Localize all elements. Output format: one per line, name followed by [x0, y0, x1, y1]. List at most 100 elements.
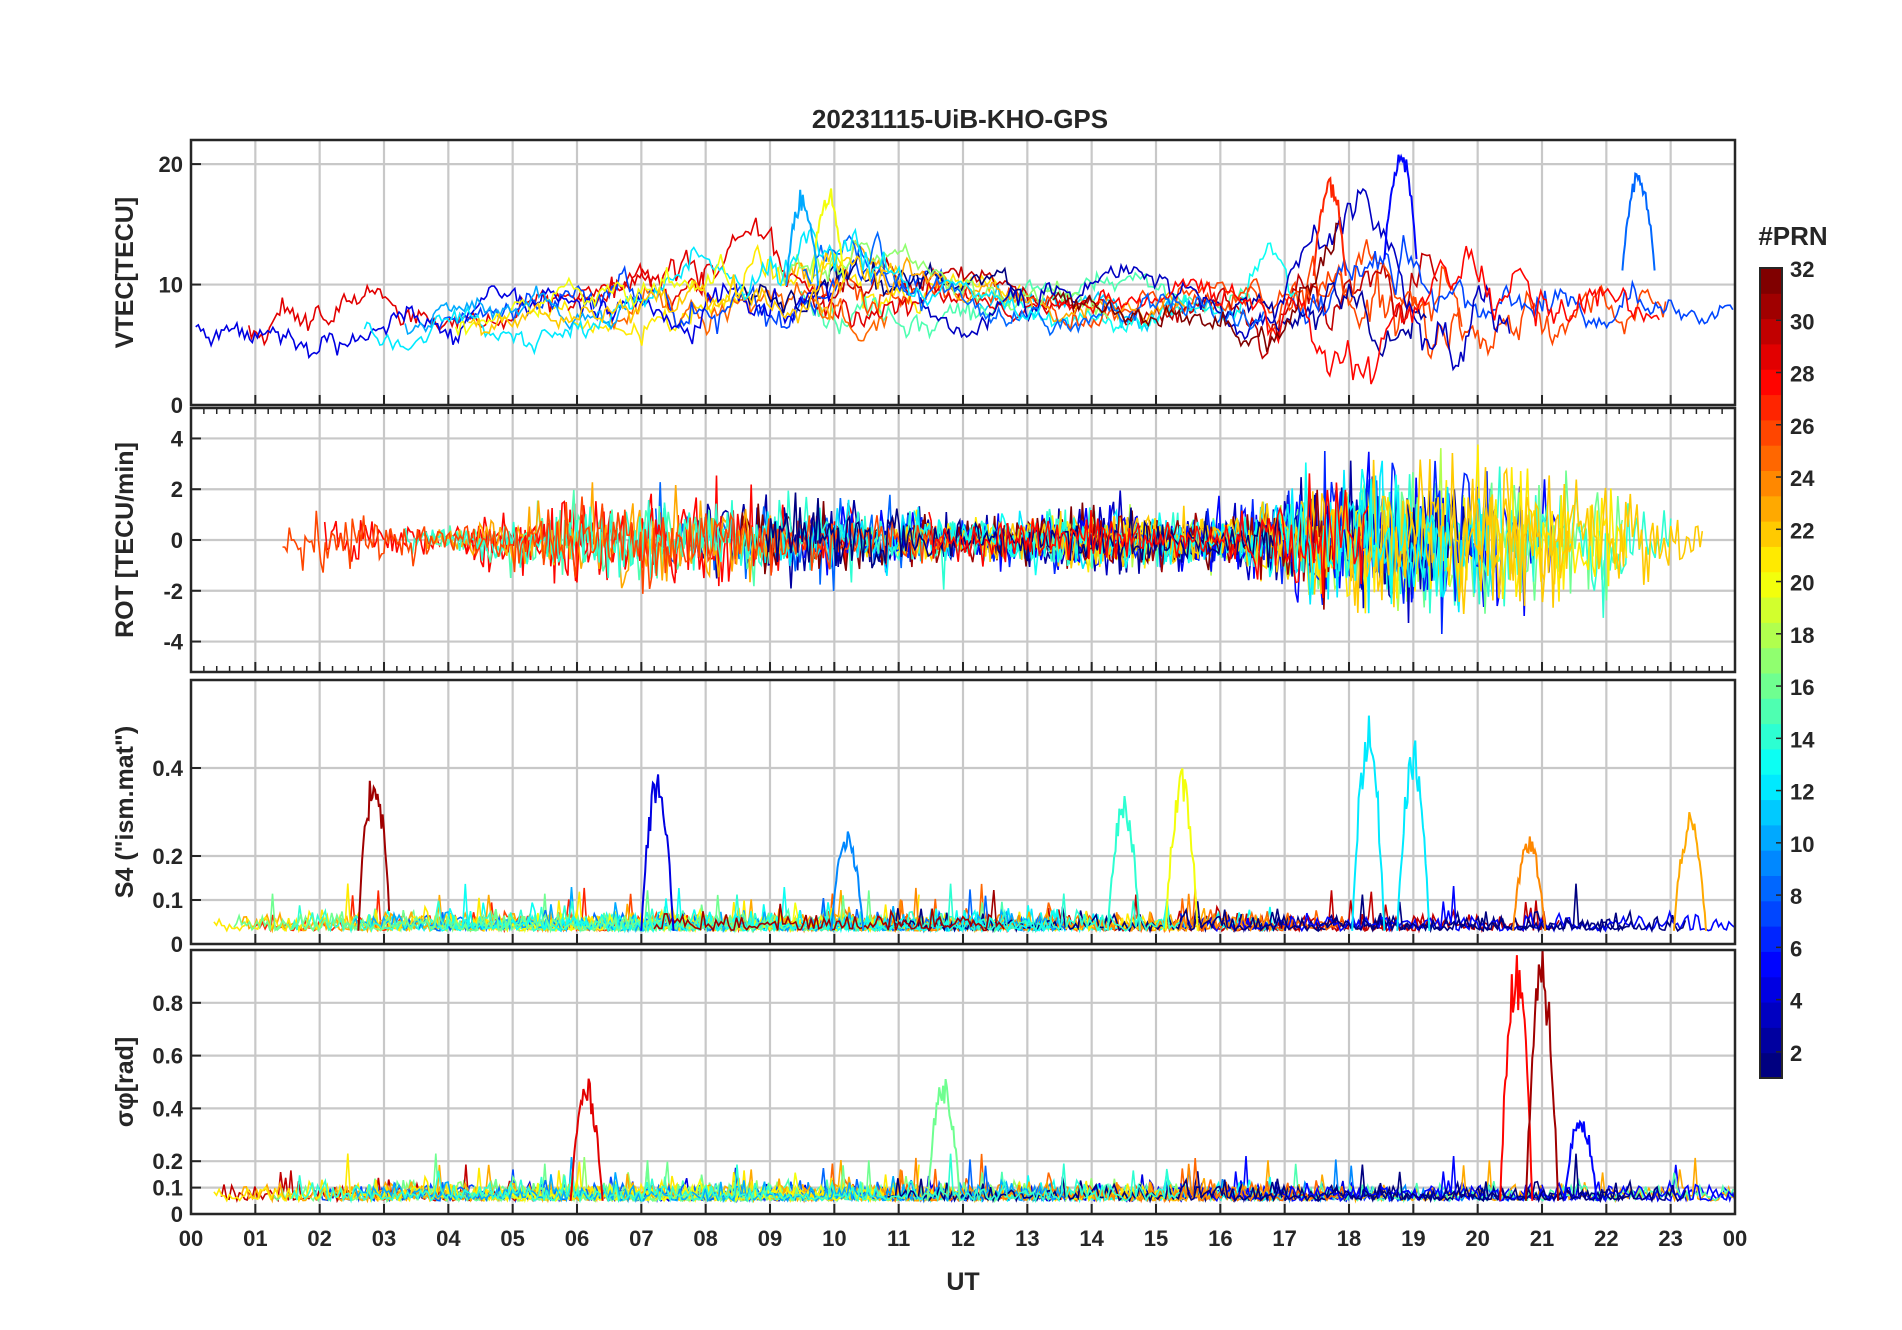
series-line-prn-31 [653, 890, 1005, 933]
peak-prn-20 [1164, 768, 1199, 931]
peak-prn-12 [1351, 715, 1386, 931]
colorbar-frame [1759, 267, 1783, 1079]
colorbar-swatch [1760, 470, 1782, 497]
peak-prn-5 [1563, 1119, 1598, 1201]
sigma_phi-y-tick-label: 0.1 [152, 1176, 183, 1201]
series-line-prn-1 [765, 492, 1281, 569]
colorbar-swatch [1760, 571, 1782, 598]
x-tick-label: 23 [1658, 1226, 1682, 1251]
colorbar-tick-label: 26 [1790, 414, 1814, 439]
colorbar-swatch [1760, 445, 1782, 471]
sigma_phi-grid [191, 950, 1735, 1216]
s4-y-tick-label: 0 [171, 932, 183, 957]
colorbar-swatch [1760, 521, 1782, 547]
series-line-prn-8 [802, 230, 1265, 337]
peak-prn-28 [1499, 955, 1534, 1201]
x-tick-label: 02 [307, 1226, 331, 1251]
series-line-prn-12 [363, 246, 746, 356]
peak-prn-14 [1106, 795, 1141, 931]
colorbar-tick-label: 20 [1790, 571, 1814, 596]
x-tick-label: 20 [1465, 1226, 1489, 1251]
vtec-y-tick-label: 0 [171, 393, 183, 418]
x-tick-label: 19 [1401, 1226, 1425, 1251]
series-line-prn-30 [798, 252, 1438, 360]
series-line-prn-4 [195, 280, 833, 360]
sigma_phi-traces [213, 950, 1735, 1204]
series-line-prn-1 [741, 253, 1024, 314]
s4-grid [191, 680, 1735, 946]
peak-prn-4 [640, 774, 675, 931]
colorbar-tick-label: 30 [1790, 309, 1814, 334]
rot-y-tick-label: 2 [171, 477, 183, 502]
colorbar-swatch [1760, 799, 1782, 826]
colorbar-tick-label: 4 [1790, 989, 1803, 1014]
peak-prn-27 [1312, 176, 1347, 276]
colorbar-tick-label: 18 [1790, 623, 1814, 648]
rot-y-axis-label: ROT [TECU/min] [111, 442, 139, 638]
x-tick-label: 15 [1144, 1226, 1168, 1251]
x-tick-label: 22 [1594, 1226, 1618, 1251]
peak-prn-10 [785, 189, 820, 286]
colorbar-tick-label: 22 [1790, 518, 1814, 543]
colorbar-swatch [1760, 774, 1782, 801]
sigma_phi-y-tick-label: 0.4 [152, 1096, 183, 1121]
colorbar-swatch [1760, 673, 1782, 699]
colorbar-swatch [1760, 976, 1782, 1003]
panel-vtec: 0 10 20 VTEC[TECU] [111, 138, 1737, 418]
peak-prn-23 [1672, 811, 1707, 931]
s4-y-tick-label: 0.4 [152, 756, 183, 781]
colorbar-tick-label: 2 [1790, 1041, 1802, 1066]
peak-prn-12 [1396, 740, 1431, 931]
colorbar-tick-label: 24 [1790, 466, 1815, 491]
sigma_phi-y-tick-label: 0.6 [152, 1044, 183, 1069]
series-line-prn-2 [1214, 281, 1427, 358]
series-line-prn-17 [778, 239, 1110, 319]
x-tick-label: 14 [1079, 1226, 1104, 1251]
colorbar-swatch [1760, 1027, 1782, 1054]
sigma_phi-y-tick-label: 0.8 [152, 991, 183, 1016]
colorbar-swatch [1760, 698, 1782, 725]
series-line-prn-22 [468, 247, 902, 337]
x-tick-label: 21 [1530, 1226, 1554, 1251]
x-tick-label: 08 [693, 1226, 717, 1251]
series-line-prn-1 [887, 1171, 1687, 1204]
peak-prn-5 [1383, 153, 1418, 260]
colorbar-swatch [1760, 1002, 1782, 1028]
s4-y-axis-label: S4 ("ism.mat") [111, 726, 139, 898]
rot-y-tick-label: 4 [171, 426, 184, 451]
sigma_phi-y-tick-label: 0.2 [152, 1149, 183, 1174]
x-axis-label: UT [946, 1268, 979, 1296]
colorbar-swatch [1760, 622, 1782, 649]
colorbar-swatch [1760, 293, 1782, 320]
x-tick-label: 10 [822, 1226, 846, 1251]
colorbar-tick-label: 14 [1790, 727, 1815, 752]
series-line-prn-28 [1056, 245, 1660, 385]
colorbar-swatch [1760, 824, 1782, 851]
colorbar-tick-label: 28 [1790, 362, 1814, 387]
colorbar-swatch [1760, 926, 1782, 952]
colorbar-swatch [1760, 394, 1782, 421]
series-line-prn-13 [436, 883, 1064, 934]
x-tick-label: 13 [1015, 1226, 1039, 1251]
colorbar-swatch [1760, 597, 1782, 623]
peak-prn-16 [926, 1078, 961, 1201]
colorbar-swatch [1760, 343, 1782, 370]
series-line-prn-26 [282, 496, 955, 594]
colorbar-swatch [1760, 723, 1782, 750]
x-tick-label: 12 [951, 1226, 975, 1251]
colorbar-tick-label: 32 [1790, 257, 1814, 282]
series-line-prn-7 [1292, 235, 1734, 330]
peak-prn-24 [1512, 836, 1547, 931]
peak-prn-29 [569, 1078, 604, 1201]
vtec-y-tick-label: 20 [159, 152, 183, 177]
series-line-prn-14 [291, 1153, 1181, 1204]
s4-traces [213, 715, 1735, 934]
colorbar-swatch [1760, 369, 1782, 396]
vtec-traces [195, 153, 1734, 385]
series-line-prn-14 [291, 883, 1181, 934]
colorbar-tick-label: 16 [1790, 675, 1814, 700]
series-line-prn-3 [919, 187, 1511, 372]
